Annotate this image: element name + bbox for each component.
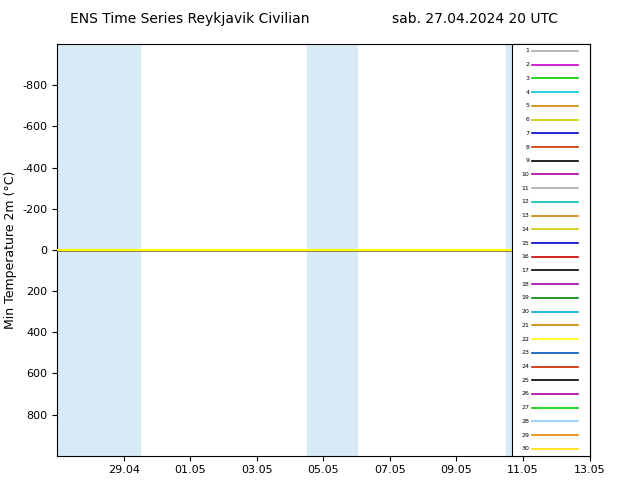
Text: ENS Time Series Reykjavik Civilian: ENS Time Series Reykjavik Civilian [70, 12, 310, 26]
Text: sab. 27.04.2024 20 UTC: sab. 27.04.2024 20 UTC [392, 12, 559, 26]
Bar [307, 44, 356, 456]
Bar [507, 44, 590, 456]
Bar [57, 44, 140, 456]
Y-axis label: Min Temperature 2m (°C): Min Temperature 2m (°C) [4, 171, 16, 329]
